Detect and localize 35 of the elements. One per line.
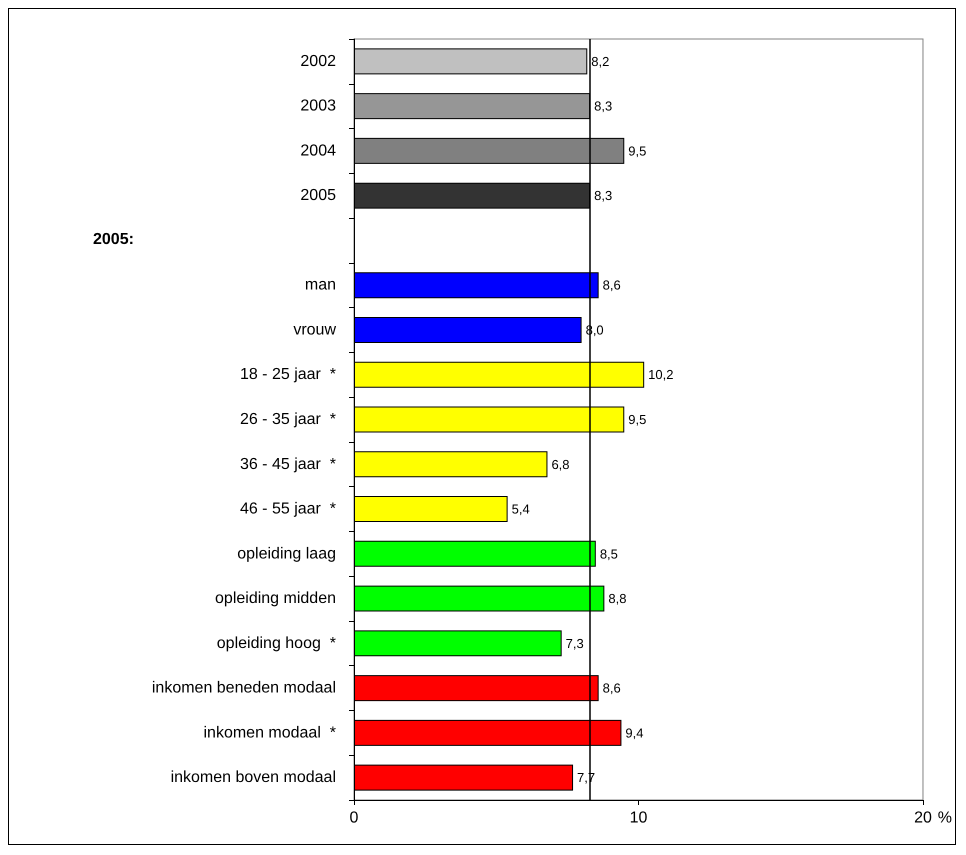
data-label: 9,4 xyxy=(625,725,644,740)
x-tick-label: 0 xyxy=(350,810,359,826)
data-label: 8,6 xyxy=(602,680,621,696)
y-tick-label: 36 - 45 jaar * xyxy=(240,456,336,473)
text: 2005: xyxy=(93,230,134,248)
data-label: 6,8 xyxy=(551,456,570,472)
y-tick-label: 2002 xyxy=(300,52,336,70)
y-tick-label: opleiding hoog * xyxy=(216,634,336,652)
data-label: 9,5 xyxy=(628,412,646,427)
y-tick-label: inkomen modaal * xyxy=(203,724,336,742)
y-tick-label: 2005 xyxy=(300,187,336,204)
y-tick-label: 26 - 35 jaar * xyxy=(240,411,336,428)
x-tick-label: 10 xyxy=(630,810,648,826)
x-axis-title: % xyxy=(938,810,952,826)
data-label: 10,2 xyxy=(648,367,674,382)
y-tick-label: 46 - 55 jaar * xyxy=(240,500,336,518)
y-tick-label: inkomen boven modaal xyxy=(170,769,336,786)
data-label: 9,5 xyxy=(628,143,646,158)
y-tick-label: 2004 xyxy=(300,142,336,160)
data-label: 8,8 xyxy=(608,591,626,606)
data-label: 8,6 xyxy=(602,278,621,293)
y-tick-label: opleiding laag xyxy=(237,545,336,562)
y-tick-label: opleiding midden xyxy=(215,590,336,608)
data-label: 8,5 xyxy=(600,546,618,562)
y-tick-label: 18 - 25 jaar * xyxy=(240,366,336,384)
y-tick-label: man xyxy=(304,276,336,294)
data-label: 8,3 xyxy=(594,98,612,114)
x-tick-label: 20 xyxy=(914,810,932,826)
data-label: 7,3 xyxy=(566,636,584,651)
data-label: 8,3 xyxy=(594,188,612,204)
data-label: 5,4 xyxy=(512,502,530,517)
y-tick-label: vrouw xyxy=(293,321,336,338)
y-tick-label: inkomen beneden modaal xyxy=(152,680,336,697)
data-label: 8,2 xyxy=(591,54,610,69)
y-tick-label: 2003 xyxy=(300,98,336,115)
